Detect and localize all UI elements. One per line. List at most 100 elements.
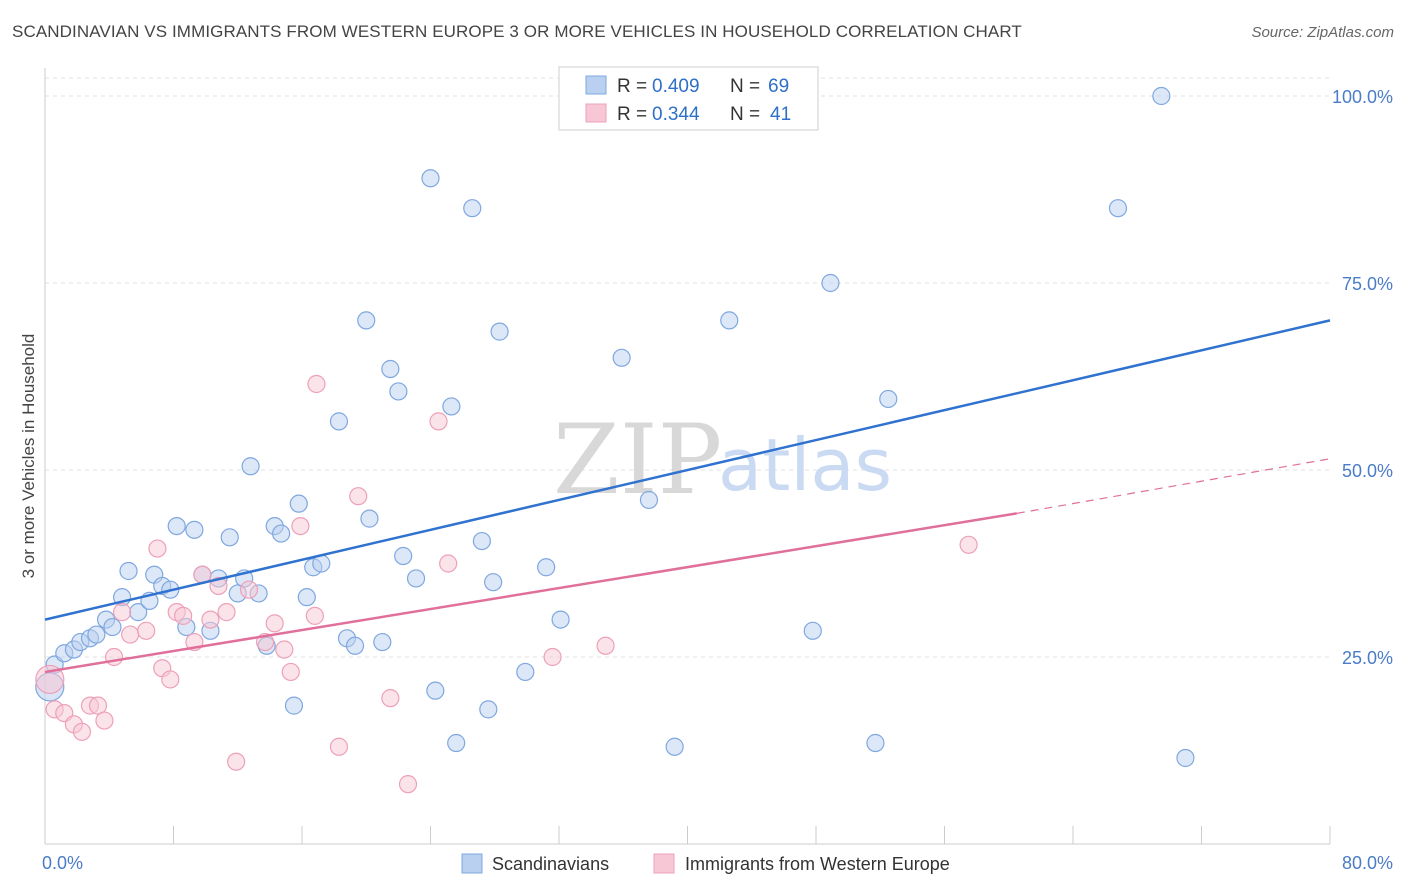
trend-lines: [44, 319, 1331, 674]
legend-r-value-1: 0.409: [652, 76, 700, 97]
immigrants-point-12: [148, 539, 167, 558]
legend-r-label-2: R =: [617, 104, 647, 125]
bottom-legend-label-scandinavians: Scandinavians: [492, 854, 609, 874]
legend-r-label-1: R =: [617, 76, 647, 97]
scandinavians-point-58: [639, 490, 659, 510]
immigrants-point-26: [275, 640, 294, 659]
immigrants-point-29: [305, 606, 324, 625]
scandinavians-point-51: [479, 700, 498, 719]
scandinavians-point-68: [1176, 748, 1195, 768]
axes: [44, 68, 1331, 845]
scandinavians-point-56: [551, 610, 570, 629]
scandinavians-point-53: [490, 322, 509, 341]
scandinavians-point-39: [360, 509, 379, 528]
immigrants-point-28: [291, 516, 310, 536]
immigrants-point-30: [307, 374, 326, 394]
y-tick-label-75: 75.0%: [1342, 274, 1393, 294]
scandinavians-point-43: [394, 546, 413, 566]
immigrants-point-0: [35, 664, 65, 695]
data-points: [35, 83, 1195, 794]
scandinavians-point-10: [119, 561, 138, 581]
immigrants-point-16: [174, 606, 193, 625]
scandinavians-trend-line: [44, 319, 1331, 621]
scandinavians-point-64: [866, 733, 885, 753]
immigrants-point-20: [209, 576, 228, 596]
immigrants-point-32: [349, 487, 368, 506]
scandinavians-point-63: [821, 273, 840, 293]
scandinavians-point-46: [426, 681, 445, 700]
scandinavians-point-31: [289, 494, 308, 513]
immigrants-point-37: [543, 647, 562, 667]
immigrants-point-27: [281, 662, 300, 682]
legend-r-value-2: 0.344: [652, 104, 700, 125]
source-label: Source: ZipAtlas.com: [1251, 24, 1394, 41]
immigrants-point-19: [201, 610, 220, 629]
scandinavians-point-37: [345, 636, 365, 655]
y-axis-title: 3 or more Vehicles in Household: [19, 334, 38, 579]
scandinavians-point-66: [1108, 199, 1128, 218]
immigrants-point-8: [104, 647, 124, 667]
scandinavians-point-22: [220, 528, 239, 547]
bottom-legend-swatch-immigrants: [653, 853, 675, 874]
scandinavians-point-60: [720, 311, 739, 330]
tick-labels: 25.0% 50.0% 75.0% 100.0% 0.0% 80.0%: [42, 87, 1393, 873]
immigrants-point-21: [217, 603, 236, 622]
bottom-legend-swatch-scandinavians: [461, 853, 483, 874]
immigrants-point-39: [959, 535, 978, 554]
legend-n-label-2: N =: [730, 104, 760, 125]
immigrants-point-7: [95, 711, 114, 730]
scandinavians-point-50: [472, 531, 491, 551]
scandinavians-point-18: [185, 520, 204, 539]
stats-legend: R = 0.409 N = 69 R = 0.344 N = 41: [558, 66, 819, 131]
immigrants-point-14: [161, 670, 180, 689]
immigrants-point-11: [137, 621, 156, 640]
immigrants-point-36: [439, 554, 458, 573]
scandinavians-point-65: [879, 389, 898, 409]
scandinavians-point-52: [484, 573, 503, 592]
legend-swatch-scandinavians: [585, 75, 607, 95]
immigrants-point-31: [329, 737, 349, 756]
scandinavians-point-59: [665, 737, 684, 756]
immigrants-point-34: [398, 775, 418, 794]
grid: [45, 77, 1330, 658]
legend-n-value-1: 69: [768, 76, 789, 97]
scandinavians-point-35: [329, 412, 349, 431]
bottom-legend-label-immigrants: Immigrants from Western Europe: [685, 854, 950, 874]
legend-swatch-immigrants: [585, 103, 607, 123]
series-legend: Scandinavians Immigrants from Western Eu…: [461, 853, 950, 874]
scandinavians-point-29: [272, 524, 291, 543]
watermark: ZIP atlas: [553, 404, 892, 516]
scandinavians-point-30: [284, 696, 304, 715]
scandinavians-point-8: [103, 617, 122, 637]
scandinavians-point-6: [87, 625, 106, 644]
scandinavians-point-25: [241, 457, 260, 476]
immigrants-point-10: [121, 625, 140, 644]
scandinavians-point-40: [373, 632, 392, 652]
immigrants-point-23: [239, 580, 259, 599]
scandinavians-point-41: [381, 359, 400, 379]
scandinavians-point-48: [447, 733, 466, 753]
scandinavians-point-16: [167, 516, 186, 536]
scandinavians-point-38: [357, 311, 376, 330]
immigrants-point-35: [429, 412, 448, 431]
scandinavians-point-45: [421, 169, 440, 188]
immigrants-trend-line: [44, 512, 1017, 674]
x-tick-label-0: 0.0%: [42, 853, 83, 873]
immigrants-point-4: [72, 722, 92, 741]
immigrants-point-9: [112, 603, 132, 622]
immigrants-trend-extension: [1016, 458, 1331, 514]
x-tick-label-80: 80.0%: [1342, 853, 1393, 873]
scandinavians-point-44: [406, 569, 426, 588]
chart-title: SCANDINAVIAN VS IMMIGRANTS FROM WESTERN …: [12, 22, 1022, 41]
immigrants-point-25: [265, 614, 284, 633]
legend-n-value-2: 41: [770, 104, 791, 125]
immigrants-point-33: [381, 689, 400, 708]
scandinavians-point-32: [297, 588, 316, 607]
watermark-zip: ZIP: [553, 404, 722, 516]
scandinavians-point-67: [1152, 86, 1171, 106]
immigrants-point-22: [227, 752, 246, 771]
scandinavians-point-49: [463, 199, 482, 218]
scandinavians-point-55: [537, 558, 556, 577]
scandinavians-point-54: [516, 662, 535, 682]
